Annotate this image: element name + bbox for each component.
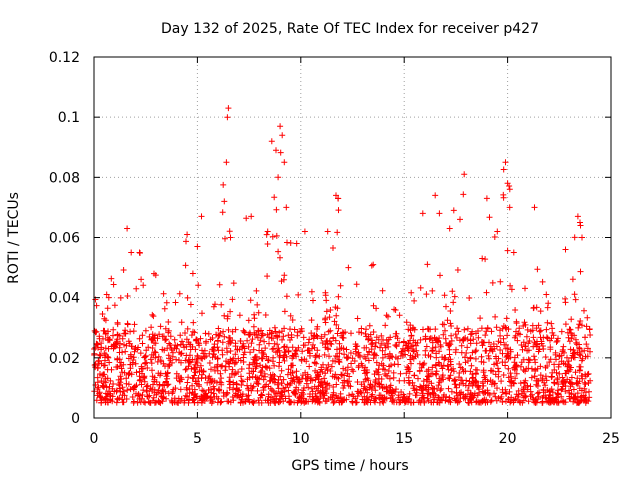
y-axis-label: ROTI / TECUs [6, 192, 22, 284]
chart-title: Day 132 of 2025, Rate Of TEC Index for r… [161, 21, 539, 37]
y-tick-label: 0.06 [49, 231, 80, 247]
y-tick-label: 0.04 [49, 291, 80, 307]
axis-ticks [93, 56, 612, 419]
y-tick-label: 0.12 [49, 50, 80, 66]
x-tick-labels: 0 5 10 15 20 25 [90, 431, 620, 447]
x-tick-label: 10 [292, 431, 310, 447]
x-tick-label: 5 [193, 431, 202, 447]
y-tick-label: 0.1 [58, 110, 80, 126]
y-tick-label: 0.08 [49, 170, 80, 186]
x-tick-label: 15 [395, 431, 413, 447]
data-points [91, 105, 594, 406]
y-tick-label: 0.02 [49, 351, 80, 367]
x-tick-label: 25 [602, 431, 620, 447]
x-axis-label: GPS time / hours [291, 458, 408, 474]
x-tick-label: 0 [90, 431, 99, 447]
x-tick-label: 20 [499, 431, 517, 447]
roti-points [91, 105, 594, 406]
y-tick-labels: 0 0.02 0.04 0.06 0.08 0.1 0.12 [49, 50, 80, 427]
y-tick-label: 0 [71, 411, 80, 427]
